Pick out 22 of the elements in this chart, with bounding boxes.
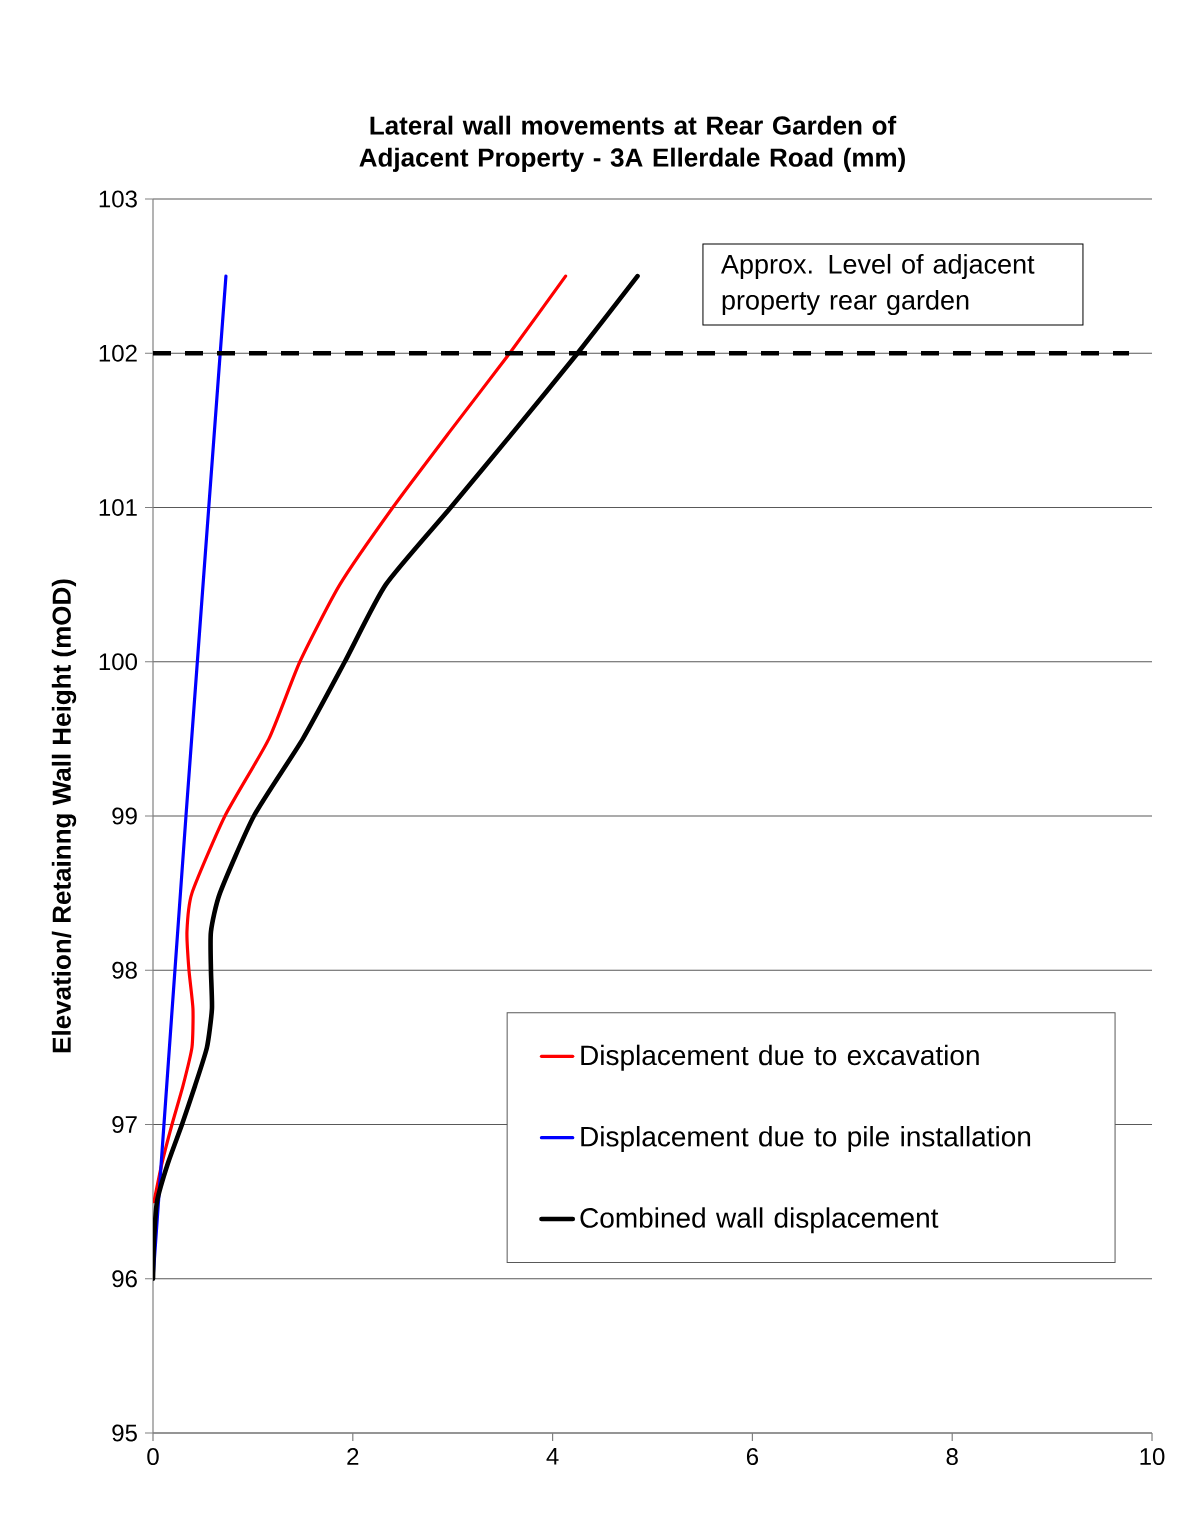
x-tick-label: 0 [147, 1448, 159, 1466]
y-tick-label: 97 [112, 1116, 137, 1133]
y-tick-label: 96 [112, 1270, 137, 1288]
x-tick-label: 4 [546, 1448, 559, 1465]
y-axis-title: Elevation/ Retainng Wall Height (mOD) [51, 579, 77, 1053]
y-tick-label: 95 [112, 1424, 137, 1442]
legend-label: Displacement due to pile installation [581, 1125, 1031, 1153]
y-tick-label: 103 [99, 190, 137, 208]
chart-title: Lateral wall movements at Rear Garden of Adjacent Property - 3A Ellerdale Road (mm) [359, 115, 905, 172]
x-tick-label: 2 [347, 1448, 359, 1465]
ref-line-label: Approx. Level of adjacent property rear garden [721, 253, 1035, 316]
y-tick-label: 98 [112, 961, 137, 979]
y-tick-label: 101 [99, 499, 137, 516]
line-series [153, 274, 568, 1204]
x-tick-label: 10 [1140, 1448, 1165, 1466]
y-tick-label: 102 [99, 344, 137, 362]
x-tick-label: 6 [746, 1448, 759, 1466]
x-tick-label: 8 [946, 1448, 958, 1466]
y-tick-label: 100 [99, 653, 137, 671]
legend-label: Combined wall displacement [580, 1207, 939, 1234]
legend-label: Displacement due to excavation [581, 1044, 979, 1071]
y-tick-label: 99 [112, 807, 137, 825]
